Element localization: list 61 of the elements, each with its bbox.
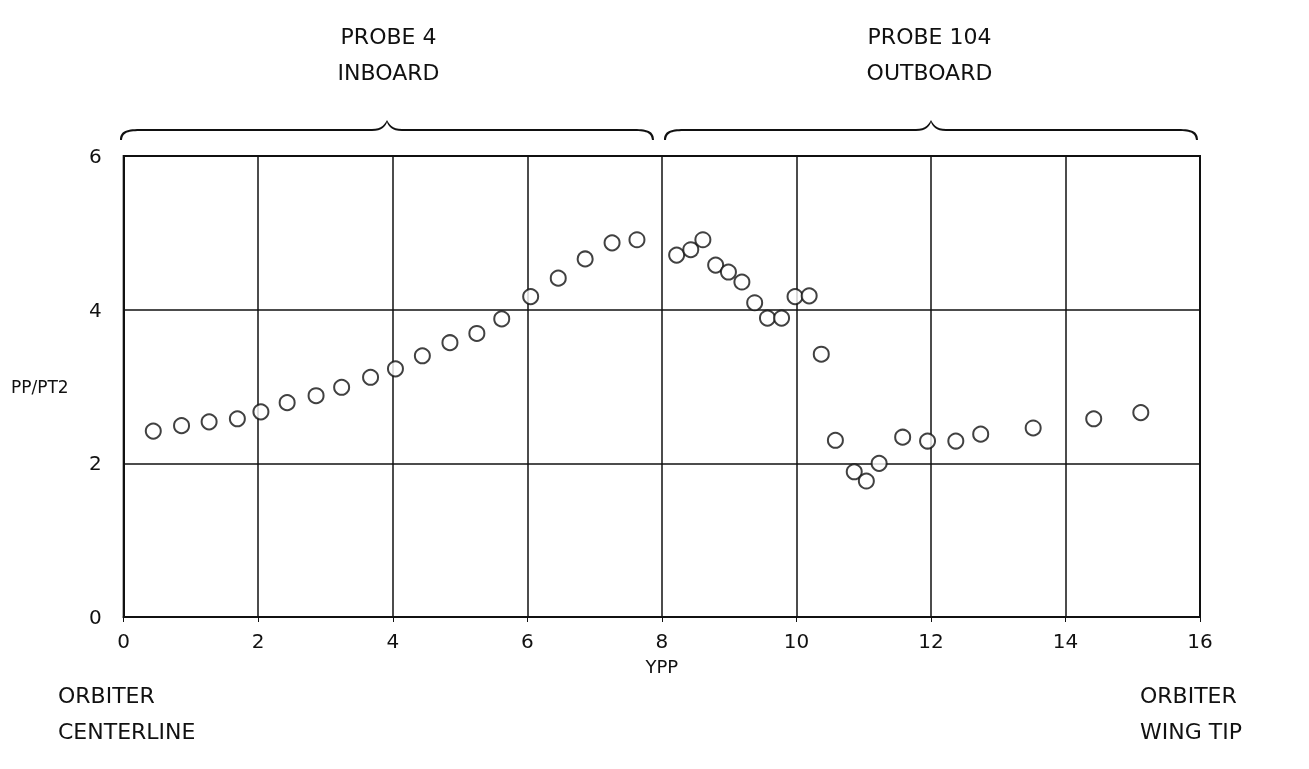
point [252, 403, 270, 421]
point [668, 246, 686, 264]
point [719, 263, 737, 281]
point [746, 294, 764, 312]
point [522, 288, 540, 306]
text: ORBITER WING TIP [1140, 682, 1242, 744]
point [919, 432, 937, 450]
point [468, 324, 486, 342]
x-tick-label: 6 [520, 629, 534, 653]
point [386, 360, 404, 378]
point [870, 454, 888, 472]
point [682, 241, 700, 259]
y-tick-label: 2 [88, 451, 102, 476]
point [413, 347, 431, 365]
point [758, 309, 776, 327]
point [278, 394, 296, 412]
x-axis-title: YPP [644, 655, 679, 677]
point [733, 273, 751, 291]
point [628, 231, 646, 249]
point [493, 310, 511, 328]
point [576, 250, 594, 268]
point [362, 368, 380, 386]
x-tick-label: 10 [783, 629, 810, 653]
text: PROBE 4 INBOARD [337, 23, 440, 85]
point [200, 413, 218, 431]
point [307, 387, 325, 405]
point [894, 428, 912, 446]
point [845, 463, 863, 481]
point [972, 425, 990, 443]
point [603, 234, 621, 252]
point [333, 378, 351, 396]
point [441, 334, 459, 352]
point [947, 432, 965, 450]
x-tick-label: 8 [655, 629, 669, 653]
y-axis-title: PP/PT2 [10, 376, 69, 397]
x-tick-label: 12 [918, 629, 944, 653]
point [173, 417, 191, 435]
point [857, 472, 875, 490]
point [1024, 419, 1042, 437]
point [800, 287, 818, 305]
x-tick-label: 14 [1052, 629, 1079, 653]
point [694, 231, 712, 249]
point [826, 431, 844, 449]
point [773, 309, 791, 327]
x-tick-label: 16 [1187, 629, 1213, 653]
point [1132, 404, 1150, 422]
y-tick-label: 0 [88, 605, 102, 629]
point [812, 345, 830, 363]
x-tick-label: 0 [117, 629, 131, 653]
y-tick-label: 6 [88, 144, 102, 168]
point [786, 288, 804, 306]
point [144, 422, 162, 440]
point [1085, 410, 1103, 428]
x-tick-label: 2 [251, 629, 265, 653]
point [228, 410, 246, 428]
y-tick-label: 4 [88, 297, 102, 322]
point [707, 256, 725, 274]
text: ORBITER CENTERLINE [58, 682, 196, 744]
text: PROBE 104 OUTBOARD [866, 23, 993, 85]
x-tick-label: 4 [386, 629, 400, 653]
point [549, 269, 567, 287]
